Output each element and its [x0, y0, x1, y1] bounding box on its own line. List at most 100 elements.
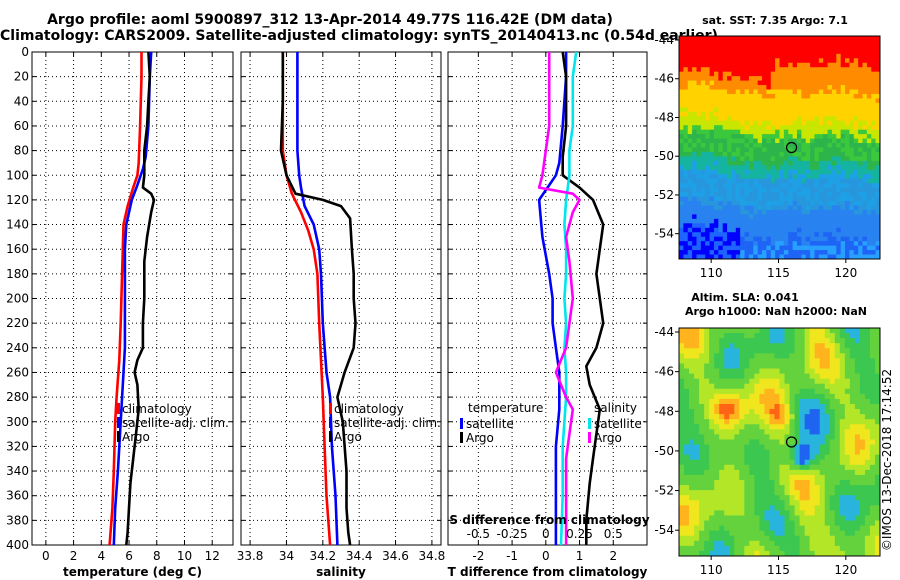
map-cell	[687, 49, 693, 55]
map-cell	[694, 495, 700, 501]
map-cell	[759, 495, 765, 501]
map-cell	[858, 93, 863, 99]
map-cell	[770, 165, 776, 171]
map-cell	[729, 485, 735, 491]
map-cell	[874, 439, 881, 445]
map-cell	[814, 151, 820, 157]
map-cell	[859, 515, 866, 521]
map-cell	[814, 156, 820, 162]
map-cell	[700, 116, 706, 122]
map-cell	[700, 209, 706, 215]
map-cell	[713, 223, 719, 229]
map-cell	[705, 151, 710, 157]
map-cell	[796, 44, 802, 50]
map-cell	[683, 89, 689, 95]
map-cell	[774, 348, 780, 354]
map-cell	[849, 116, 855, 122]
map-cell	[840, 49, 846, 55]
map-cell	[799, 348, 806, 354]
map-cell	[819, 520, 826, 526]
map-cell	[869, 368, 876, 374]
map-cell	[687, 254, 693, 260]
map-cell	[829, 424, 836, 430]
map-cell	[818, 178, 824, 184]
map-cell	[840, 227, 846, 233]
map-cell	[804, 469, 811, 476]
map-cell	[789, 469, 795, 476]
map-cell	[849, 363, 856, 369]
map-cell	[696, 125, 702, 131]
map-cell	[754, 535, 760, 542]
map-cell	[827, 183, 833, 189]
map-cell	[709, 102, 715, 108]
map-cell	[824, 459, 831, 466]
map-cell	[762, 44, 767, 50]
map-cell	[709, 76, 715, 81]
map-cell	[770, 241, 776, 247]
map-cell	[713, 187, 719, 193]
map-cell	[779, 120, 785, 126]
map-cell	[862, 245, 868, 251]
map-cell	[845, 165, 850, 171]
map-cell	[829, 500, 836, 506]
map-cell	[774, 419, 780, 425]
map-cell	[784, 540, 790, 547]
map-cell	[689, 378, 695, 385]
map-cell	[754, 383, 760, 390]
map-cell	[871, 178, 877, 184]
map-cell	[748, 209, 754, 215]
map-cell	[801, 183, 807, 189]
map-cell	[709, 373, 715, 380]
map-cell	[789, 459, 795, 466]
map-cell	[683, 138, 689, 144]
map-cell	[719, 454, 725, 461]
map-cell	[839, 444, 846, 450]
map-cell	[684, 429, 690, 435]
map-cell	[792, 156, 798, 162]
map-cell	[684, 434, 690, 440]
map-cell	[739, 540, 745, 547]
map-cell	[810, 125, 815, 131]
map-cell	[769, 545, 775, 552]
map-cell	[779, 333, 785, 339]
map-cell	[799, 378, 806, 385]
map-cell	[858, 116, 863, 122]
map-cell	[731, 232, 737, 238]
map-cell	[779, 474, 785, 481]
map-cell	[689, 343, 695, 349]
map-cell	[792, 187, 798, 193]
map-cell	[834, 474, 841, 481]
map-cell	[804, 535, 811, 542]
map-cell	[705, 165, 710, 171]
map-cell	[796, 160, 802, 166]
map-cell	[679, 183, 684, 189]
map-cell	[727, 116, 732, 122]
map-cell	[840, 156, 846, 162]
map-cell	[748, 165, 754, 171]
map-cell	[849, 102, 855, 108]
map-cell	[845, 58, 850, 64]
map-cell	[783, 183, 789, 189]
map-cell	[753, 143, 759, 148]
map-cell	[829, 459, 836, 466]
map-cell	[818, 151, 824, 157]
map-cell	[839, 485, 846, 491]
map-cell	[789, 505, 795, 511]
map-cell	[844, 373, 851, 380]
map-cell	[853, 89, 859, 95]
map-cell	[689, 393, 695, 400]
map-cell	[792, 85, 798, 90]
map-cell	[700, 62, 706, 68]
map-cell	[734, 459, 740, 466]
map-cell	[734, 424, 740, 430]
map-cell	[818, 205, 824, 211]
map-cell	[684, 480, 690, 486]
map-cell	[854, 545, 861, 552]
map-cell	[759, 419, 765, 425]
map-cell	[849, 525, 856, 532]
map-cell	[839, 464, 846, 471]
map-cell	[829, 373, 836, 380]
map-cell	[683, 223, 689, 229]
map-cell	[727, 58, 732, 64]
legend-title-temperature: temperature	[468, 401, 543, 415]
